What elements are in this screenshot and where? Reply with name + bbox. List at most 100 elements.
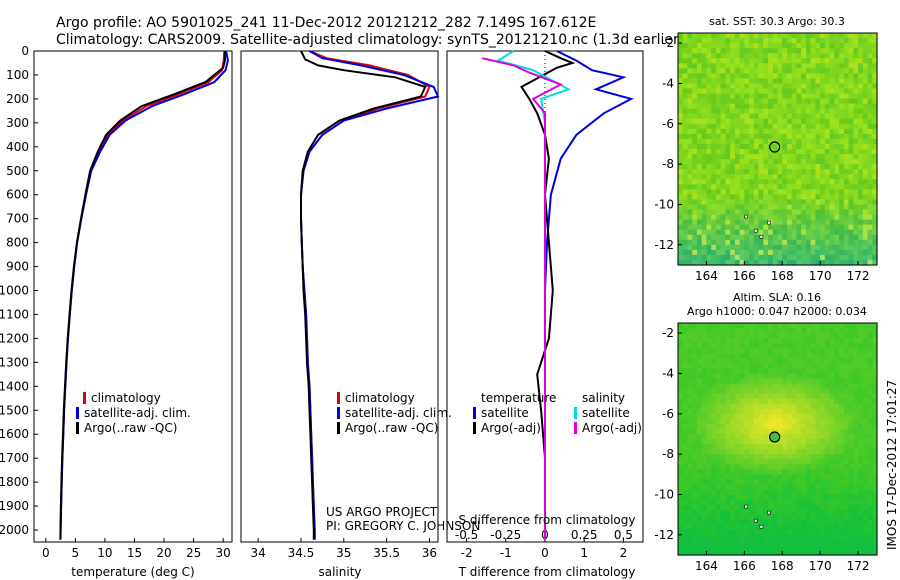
heatmap-cell: [739, 368, 745, 375]
heatmap-cell: [796, 133, 802, 140]
heatmap-cell: [820, 244, 826, 251]
heatmap-cell: [701, 214, 708, 221]
heatmap-cell: [687, 199, 693, 206]
heatmap-cell: [801, 464, 807, 470]
lon-tick-label: 170: [809, 559, 832, 573]
heatmap-cell: [734, 184, 741, 190]
heatmap-cell: [791, 323, 798, 329]
heatmap-cell: [687, 164, 693, 170]
heatmap-cell: [839, 479, 845, 485]
heatmap-cell: [758, 78, 764, 85]
heatmap-cell: [867, 123, 873, 130]
island: [753, 518, 758, 523]
heatmap-cell: [834, 444, 840, 450]
heatmap-cell: [711, 63, 717, 69]
heatmap-cell: [810, 209, 817, 216]
heatmap-cell: [696, 418, 703, 425]
heatmap-cell: [768, 363, 774, 369]
heatmap-cell: [801, 439, 807, 445]
heatmap-cell: [725, 408, 731, 415]
heatmap-cell: [678, 123, 684, 130]
heatmap-cell: [725, 184, 731, 190]
heatmap-cell: [782, 194, 788, 201]
heatmap-cell: [706, 494, 712, 501]
heatmap-cell: [725, 143, 731, 150]
heatmap-cell: [720, 348, 726, 354]
heatmap-cell: [744, 219, 750, 226]
heatmap-cell: [862, 479, 869, 485]
heatmap-cell: [711, 348, 717, 354]
heatmap-cell: [815, 219, 821, 226]
heatmap-cell: [768, 383, 774, 390]
heatmap-cell: [744, 343, 750, 349]
heatmap-cell: [843, 454, 850, 460]
heatmap-cell: [820, 239, 826, 246]
heatmap-cell: [749, 164, 755, 170]
heatmap-cell: [796, 169, 802, 175]
heatmap-cell: [734, 489, 741, 496]
heatmap-cell: [848, 509, 854, 516]
heatmap-cell: [749, 169, 755, 175]
series-line-temperature-argo-adj: [520, 50, 576, 540]
heatmap-cell: [739, 544, 745, 551]
heatmap-cell: [862, 93, 869, 100]
heatmap-cell: [858, 179, 864, 185]
argo-position-marker: [769, 431, 781, 443]
heatmap-cell: [777, 73, 783, 79]
heatmap-cell: [749, 128, 755, 135]
heatmap-cell: [678, 88, 684, 95]
heatmap-cell: [692, 128, 698, 135]
heatmap-cell: [678, 529, 684, 536]
heatmap-cell: [682, 149, 689, 155]
heatmap-cell: [772, 164, 779, 170]
heatmap-cell: [820, 509, 826, 516]
heatmap-cell: [706, 209, 712, 216]
heatmap-cell: [815, 333, 821, 339]
heatmap-cell: [758, 249, 764, 256]
heatmap-cell: [696, 38, 703, 44]
heatmap-cell: [801, 433, 807, 440]
heatmap-cell: [730, 204, 736, 211]
heatmap-cell: [720, 428, 726, 435]
heatmap-cell: [706, 108, 712, 115]
heatmap-cell: [744, 138, 750, 145]
heatmap-cell: [682, 58, 689, 64]
heatmap-cell: [763, 58, 769, 64]
heatmap-cell: [862, 219, 869, 226]
heatmap-cell: [715, 469, 722, 475]
heatmap-cell: [730, 88, 736, 95]
heatmap-cell: [862, 549, 869, 556]
heatmap-cell: [678, 459, 684, 465]
heatmap-cell: [848, 154, 854, 160]
heatmap-cell: [782, 363, 788, 369]
heatmap-cell: [772, 244, 779, 251]
heatmap-cell: [753, 169, 760, 175]
heatmap-cell: [682, 179, 689, 185]
heatmap-cell: [867, 459, 873, 465]
heatmap-cell: [692, 388, 698, 395]
heatmap-cell: [867, 143, 873, 150]
heatmap-cell: [711, 479, 717, 485]
heatmap-cell: [739, 383, 745, 390]
heatmap-cell: [682, 393, 689, 400]
heatmap-cell: [706, 474, 712, 480]
heatmap-cell: [715, 403, 722, 410]
heatmap-cell: [862, 393, 869, 400]
heatmap-cell: [810, 68, 817, 74]
heatmap-cell: [805, 108, 812, 115]
temperature-difference-tick-label: 1: [580, 546, 588, 560]
heatmap-cell: [772, 388, 779, 395]
heatmap-cell: [725, 174, 731, 180]
heatmap-cell: [848, 184, 854, 190]
heatmap-cell: [706, 179, 712, 185]
heatmap-cell: [730, 249, 736, 256]
heatmap-cell: [858, 113, 864, 120]
heatmap-cell: [730, 179, 736, 185]
heatmap-cell: [782, 469, 788, 475]
heatmap-cell: [678, 504, 684, 511]
heatmap-cell: [682, 484, 689, 491]
heatmap-cell: [749, 408, 755, 415]
heatmap-cell: [706, 519, 712, 526]
heatmap-cell: [758, 68, 764, 74]
heatmap-cell: [810, 348, 817, 354]
